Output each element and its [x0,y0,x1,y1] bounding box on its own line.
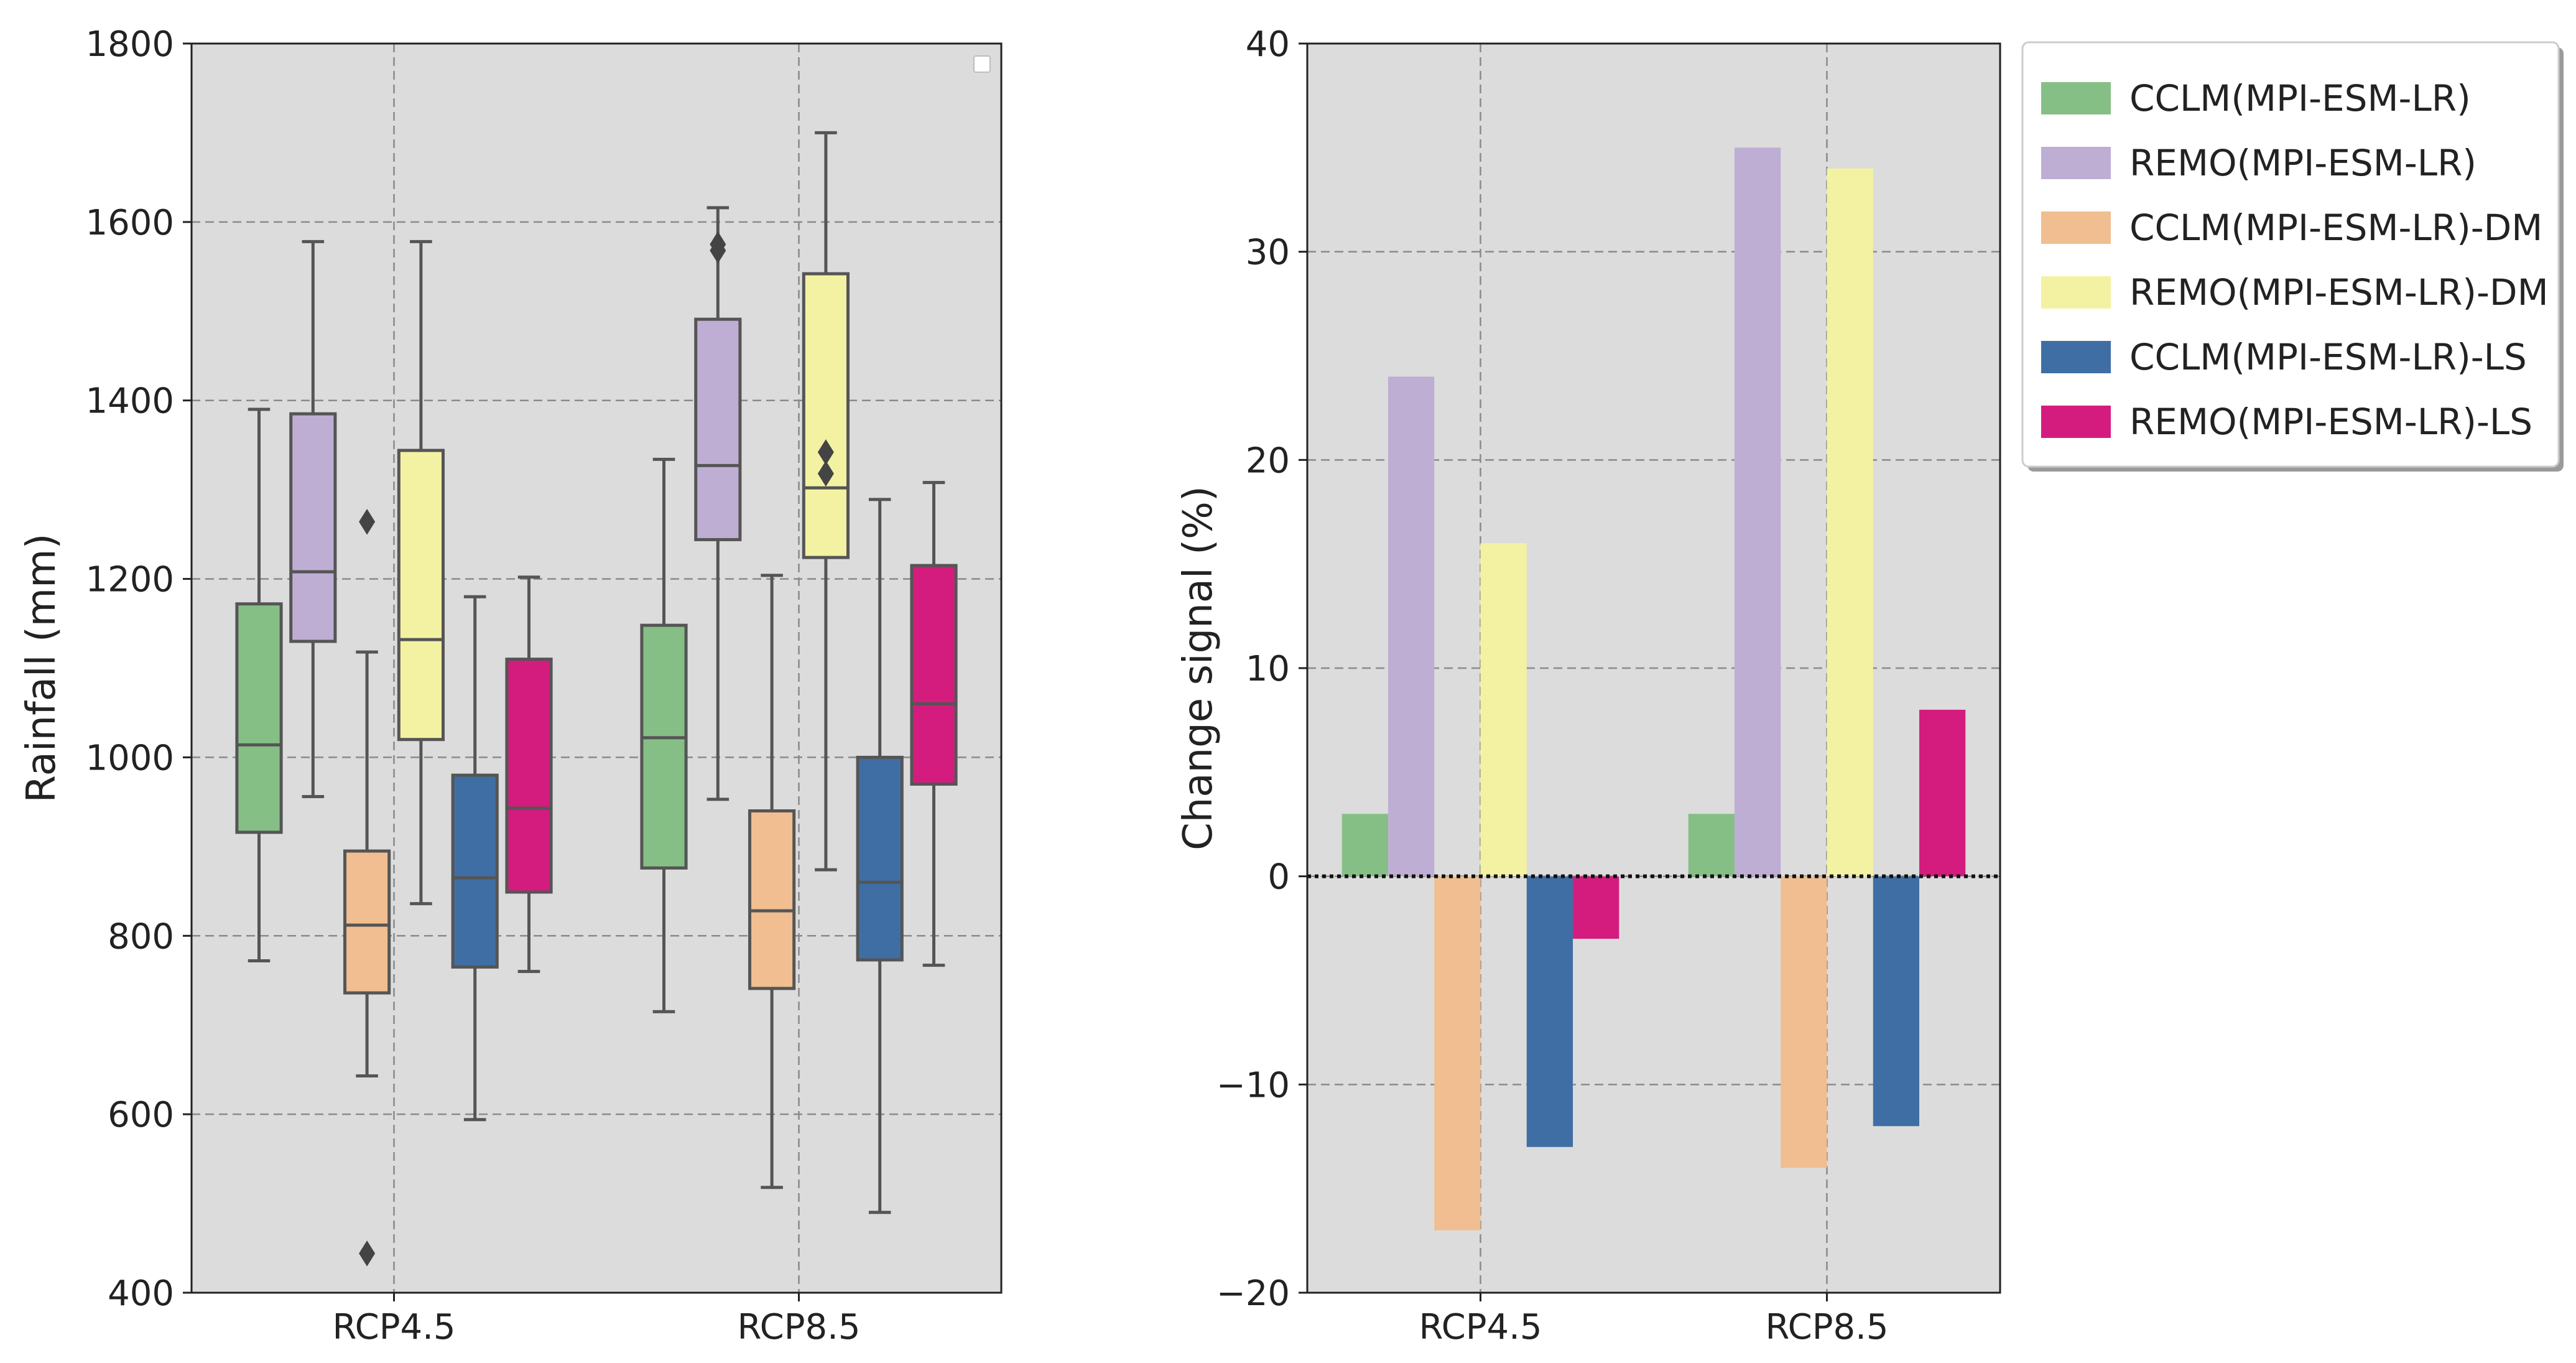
box-1-2 [748,574,796,1189]
rainfall-x-tick-label: RCP4.5 [332,1307,455,1347]
legend-label: CCLM(MPI-ESM-LR)-DM [2129,207,2542,249]
iqr-box [235,602,283,834]
iqr-box [694,317,742,541]
iqr-box [802,272,850,559]
box-0-3 [397,240,445,906]
legend-label: REMO(MPI-ESM-LR)-DM [2129,271,2549,314]
iqr-box [343,849,391,995]
iqr-box [640,623,688,870]
bar-1-4 [1873,876,1920,1127]
iqr-box [397,449,445,742]
legend-swatch [2041,147,2111,179]
iqr-box [505,658,553,894]
change-signal-y-ticks: −20 −10 0 10 20 30 40 [1216,24,1307,1314]
legend-item: CCLM(MPI-ESM-LR)-DM [2041,207,2542,249]
empty-legend-box [973,55,991,73]
legend: CCLM(MPI-ESM-LR) REMO(MPI-ESM-LR) CCLM(MPI… [2021,41,2564,472]
legend-swatch [2041,82,2111,114]
outlier-point [710,231,726,258]
outlier-point [817,439,834,465]
rainfall-y-ticks: 400 600 800 1000 1200 1400 1600 1800 [85,24,192,1314]
rainfall-axes-frame [190,42,1003,1294]
bar-1-2 [1781,876,1827,1168]
box-1-0 [640,457,688,1013]
change-signal-y-tick-label: −10 [1216,1065,1290,1105]
rainfall-x-tick-label: RCP8.5 [737,1307,860,1347]
box-0-1 [289,240,337,799]
rainfall-y-tick-label: 1200 [85,560,174,600]
bar-0-3 [1480,543,1527,877]
rainfall-y-tick-label: 1400 [85,381,174,422]
box-1-1 [694,206,742,801]
rainfall-x-ticks: RCP4.5 RCP8.5 [332,1293,861,1347]
legend-item: CCLM(MPI-ESM-LR) [2041,77,2471,119]
legend-swatch [2041,212,2111,244]
rainfall-y-tick-label: 400 [108,1273,174,1314]
box-1-4 [856,498,904,1214]
legend-items: CCLM(MPI-ESM-LR) REMO(MPI-ESM-LR) CCLM(MPI… [2041,77,2549,443]
legend-item: REMO(MPI-ESM-LR)-LS [2041,401,2532,443]
legend-frame [2021,41,2560,468]
change-signal-y-tick-label: −20 [1216,1273,1290,1314]
change-signal-y-tick-label: 40 [1246,24,1290,65]
outlier-point [359,1240,376,1267]
box-0-4 [451,595,499,1122]
rainfall-y-tick-label: 1000 [85,738,174,778]
bar-0-4 [1526,876,1573,1147]
bar-0-2 [1434,876,1481,1230]
change-signal-y-tick-label: 10 [1246,649,1290,689]
change-signal-y-tick-label: 20 [1246,440,1290,481]
change-signal-bars [1341,147,1966,1230]
iqr-box [748,809,796,990]
legend-swatch [2041,341,2111,373]
bar-0-1 [1388,376,1435,877]
change-signal-x-tick-label: RCP4.5 [1419,1307,1542,1347]
rainfall-y-axis-label: Rainfall (mm) [19,534,65,803]
box-1-3 [802,131,850,872]
outlier-point [359,508,376,535]
legend-swatch [2041,406,2111,438]
rainfall-y-tick-label: 600 [108,1095,174,1135]
change-signal-x-ticks: RCP4.5 RCP8.5 [1419,1293,1889,1347]
rainfall-y-tick-label: 1600 [85,203,174,243]
box-1-5 [910,481,958,967]
change-signal-y-tick-label: 0 [1267,857,1290,898]
legend-label: CCLM(MPI-ESM-LR)-LS [2129,336,2527,378]
change-signal-bar-panel: −20 −10 0 10 20 30 40 RCP4.5 RCP8.5 Change sign… [1175,24,2001,1347]
change-signal-x-tick-label: RCP8.5 [1765,1307,1888,1347]
change-signal-y-axis-label: Change signal (%) [1175,486,1221,850]
bar-1-0 [1688,814,1735,877]
iqr-box [451,773,499,969]
rainfall-y-tick-label: 800 [108,916,174,957]
box-0-5 [505,575,553,974]
bar-0-0 [1341,814,1388,877]
legend-swatch [2041,276,2111,309]
rainfall-plot-area [192,44,1001,1293]
outlier-point [817,460,834,487]
legend-item: CCLM(MPI-ESM-LR)-LS [2041,336,2527,378]
rainfall-boxes [235,131,958,1267]
rainfall-y-tick-label: 1800 [85,24,174,65]
bar-1-3 [1827,168,1873,877]
legend-label: REMO(MPI-ESM-LR) [2129,142,2476,184]
bar-0-5 [1573,876,1619,939]
legend-label: REMO(MPI-ESM-LR)-LS [2129,401,2532,443]
box-0-2 [343,508,391,1267]
box-0-0 [235,407,283,962]
iqr-box [856,755,904,962]
bar-1-5 [1919,709,1966,877]
rainfall-axes [190,42,1003,1294]
change-signal-y-tick-label: 30 [1246,233,1290,273]
iqr-box [289,412,337,643]
legend-label: CCLM(MPI-ESM-LR) [2129,77,2471,119]
bar-1-1 [1734,147,1781,877]
iqr-box [910,564,958,786]
legend-item: REMO(MPI-ESM-LR) [2041,142,2476,184]
rainfall-boxplot-panel: 400 600 800 1000 1200 1400 1600 1800 RCP4.5 RCP8… [19,24,1003,1347]
legend-item: REMO(MPI-ESM-LR)-DM [2041,271,2549,314]
